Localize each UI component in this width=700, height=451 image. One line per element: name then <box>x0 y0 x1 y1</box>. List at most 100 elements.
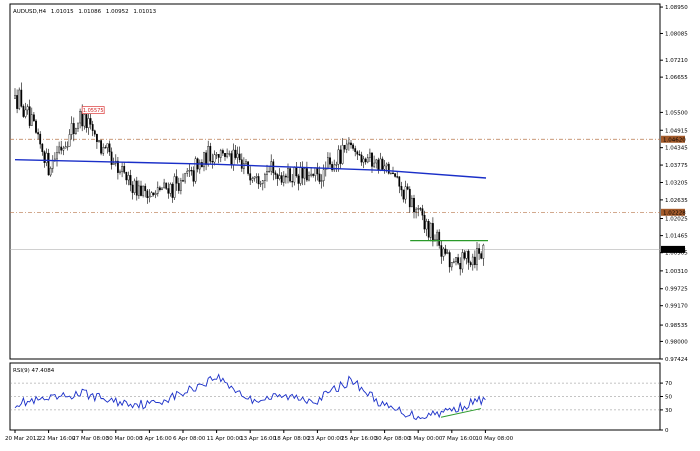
candle-body <box>444 248 447 254</box>
candle-body <box>49 168 52 176</box>
candle-body <box>299 167 302 184</box>
candle-body <box>480 253 483 259</box>
candle-body <box>129 175 132 186</box>
candle-body <box>308 175 310 181</box>
candle-body <box>320 180 323 182</box>
price-axis-label: 1.06655 <box>665 75 688 81</box>
candle-body <box>429 223 432 238</box>
candle-body <box>240 159 243 169</box>
candle-body <box>371 152 373 167</box>
candle-body <box>179 180 182 191</box>
candle-body <box>465 250 468 259</box>
horizontal-levels: 1.04620 1.02228 <box>10 135 686 216</box>
candle-body <box>45 152 48 163</box>
candle-body <box>282 175 285 183</box>
candle-body <box>226 153 228 157</box>
candle-body <box>352 144 354 149</box>
candle-body <box>413 197 415 213</box>
rsi-divergence-line <box>440 408 482 418</box>
price-axis-label: 0.97424 <box>665 357 688 363</box>
candle-body <box>234 149 237 158</box>
candle-body <box>339 149 342 164</box>
time-axis-label: 20 Mar 2012 <box>5 436 40 442</box>
candle-body <box>455 257 457 262</box>
candle-body <box>43 151 46 163</box>
candle-body <box>95 134 98 142</box>
candle-body <box>427 221 430 238</box>
candle-body <box>148 196 151 198</box>
candle-body <box>390 172 392 174</box>
candle-body <box>215 154 218 156</box>
candle-body <box>463 252 466 259</box>
candle-body <box>478 248 480 254</box>
candle-body <box>146 190 149 198</box>
candle-body <box>280 175 283 183</box>
candle-body <box>450 262 453 268</box>
candle-body <box>398 176 401 187</box>
candle-body <box>163 182 165 189</box>
candle-body <box>224 153 226 157</box>
candle-body <box>112 162 115 165</box>
candle-body <box>62 147 65 151</box>
candle-body <box>175 176 178 184</box>
candle-body <box>14 95 16 99</box>
price-axis: 1.08950 1.08085 1.07210 1.06655 1.05500 1.049… <box>660 5 688 363</box>
candle-body <box>219 150 222 158</box>
candle-body <box>350 142 352 146</box>
candle-body <box>322 169 325 181</box>
candle-body <box>110 151 113 165</box>
time-axis-label: 23 Apr 00:00 <box>307 436 343 442</box>
high-price-label: 1.05575 <box>81 106 105 114</box>
candle-body <box>72 123 75 135</box>
level-label: 1.02228 <box>663 210 686 216</box>
candle-body <box>56 152 58 160</box>
candle-body <box>24 109 27 117</box>
candle-body <box>137 185 140 196</box>
candle-body <box>373 162 375 167</box>
candle-body <box>217 154 220 158</box>
rsi-header: RSI(9) 47.4084 <box>13 368 55 374</box>
time-axis-label: 30 Mar 00:00 <box>106 436 143 442</box>
candle-body <box>301 167 304 179</box>
candle-body <box>423 215 426 230</box>
candle-body <box>156 187 159 194</box>
candle-body <box>194 158 197 182</box>
candle-body <box>385 163 388 167</box>
candle-body <box>442 248 445 257</box>
candle-body <box>74 128 77 135</box>
candle-body <box>421 208 424 216</box>
candle-body <box>310 173 312 176</box>
candle-body <box>341 144 344 164</box>
candle-body <box>259 183 262 185</box>
price-axis-label: 1.04915 <box>665 128 688 134</box>
candle-body <box>123 166 126 173</box>
price-axis-label: 1.03205 <box>665 180 688 186</box>
candle-body <box>438 231 441 246</box>
candle-body <box>182 180 184 182</box>
candle-body <box>125 172 128 181</box>
candle-body <box>232 149 235 166</box>
candle-body <box>33 114 35 122</box>
candle-body <box>89 118 92 125</box>
candle-body <box>228 153 231 155</box>
candle-body <box>425 221 428 230</box>
candle-body <box>144 185 147 192</box>
candle-body <box>85 114 88 129</box>
candle-body <box>133 180 136 193</box>
candle-body <box>312 173 315 176</box>
candle-body <box>297 175 300 184</box>
price-pane[interactable] <box>9 3 661 360</box>
candle-body <box>257 176 260 185</box>
candle-body <box>287 168 289 178</box>
candle-body <box>30 114 33 126</box>
price-axis-label: 1.03775 <box>665 163 688 169</box>
candle-body <box>209 146 212 162</box>
candle-body <box>366 157 369 163</box>
candle-body <box>404 186 407 200</box>
candle-body <box>70 123 73 135</box>
candle-body <box>161 187 163 191</box>
candle-body <box>343 144 346 150</box>
